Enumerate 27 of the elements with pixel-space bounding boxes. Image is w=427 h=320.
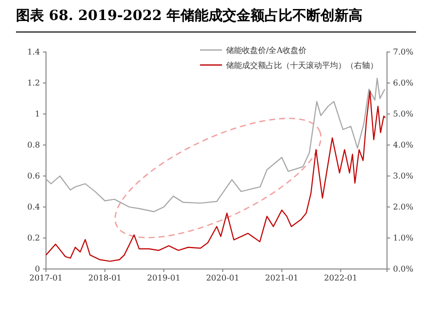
y2-tick-label: 2.0% bbox=[393, 202, 414, 212]
y2-tick-label: 4.0% bbox=[393, 140, 414, 150]
x-tick-label: 2018-01 bbox=[88, 274, 122, 283]
y-tick-label: 0.4 bbox=[27, 202, 40, 212]
y-tick-label: 0.8 bbox=[27, 140, 40, 150]
y-tick-label: 1.4 bbox=[27, 48, 40, 57]
y2-tick-label: 1.0% bbox=[393, 234, 414, 243]
y2-tick-label: 5.0% bbox=[393, 110, 414, 119]
x-tick-label: 2021-01 bbox=[265, 274, 298, 283]
legend-label: 储能成交额占比（十天滚动平均）（右轴） bbox=[226, 61, 378, 70]
x-tick-label: 2020-01 bbox=[206, 274, 240, 283]
y-tick-label: 0.2 bbox=[27, 234, 40, 243]
chart-title: 图表 68. 2019-2022 年储能成交金额占比不断创新高 bbox=[16, 7, 363, 24]
y-tick-label: 1.2 bbox=[27, 78, 40, 88]
x-tick-label: 2019-01 bbox=[147, 274, 180, 283]
x-tick-label: 2017-01 bbox=[29, 274, 63, 283]
line-series bbox=[45, 90, 386, 262]
line-series bbox=[45, 78, 386, 212]
y-tick-label: 0.6 bbox=[27, 172, 40, 181]
y2-tick-label: 6.0% bbox=[393, 78, 414, 88]
y2-tick-label: 3.0% bbox=[393, 172, 414, 181]
y-tick-label: 1 bbox=[34, 110, 40, 119]
y2-tick-label: 0.0% bbox=[393, 264, 414, 274]
y2-tick-label: 7.0% bbox=[393, 48, 414, 57]
x-tick-label: 2022-01 bbox=[324, 274, 358, 283]
legend-label: 储能收盘价/全A收盘价 bbox=[226, 46, 306, 55]
y-tick-label: 0 bbox=[34, 264, 40, 274]
